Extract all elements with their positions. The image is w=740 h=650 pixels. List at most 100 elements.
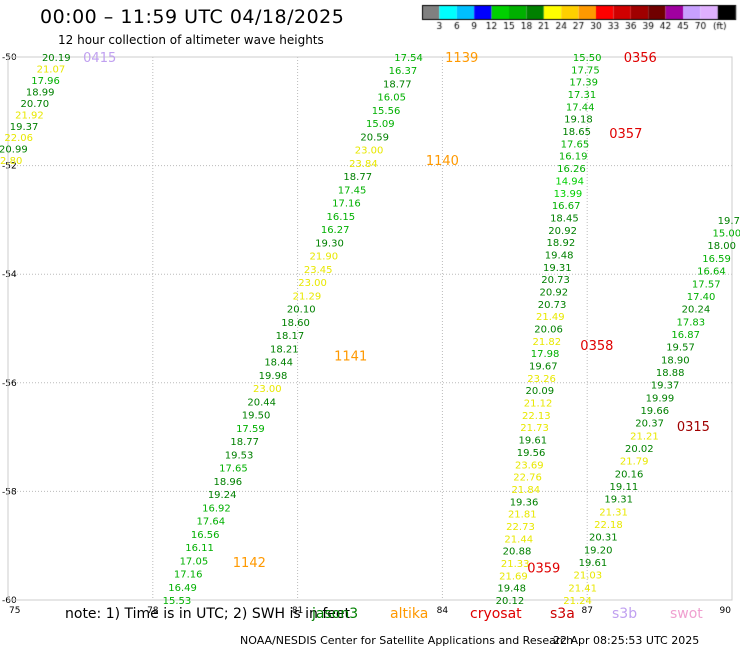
x-tick-label: 81: [292, 606, 303, 616]
wave-height-label: 20.73: [538, 300, 567, 311]
plot-frame: [7, 56, 733, 601]
wave-height-label: 18.77: [383, 79, 412, 90]
wave-height-label: 23.26: [527, 374, 556, 385]
wave-height-label: 21.84: [511, 485, 540, 496]
x-tick-label: 90: [720, 606, 732, 616]
wave-height-label: 17.05: [180, 556, 209, 567]
wave-height-label: 19.61: [579, 558, 608, 569]
wave-height-label: 20.02: [625, 444, 654, 455]
wave-height-label: 15.00: [713, 229, 740, 240]
wave-height-label: 23.69: [515, 460, 544, 471]
wave-height-label: 18.21: [270, 344, 299, 355]
wave-height-label: 17.39: [569, 78, 598, 89]
wave-height-label: 14.94: [555, 176, 584, 187]
wave-height-label: 18.77: [343, 172, 372, 183]
wave-height-label: 21.44: [504, 534, 533, 545]
wave-height-label: 18.90: [661, 355, 690, 366]
wave-height-label: 19.57: [666, 343, 695, 354]
legend-s3a: s3a: [550, 606, 575, 622]
x-tick-label: 75: [9, 606, 20, 616]
wave-height-label: 19.30: [315, 238, 344, 249]
wave-height-label: 15.50: [573, 53, 602, 64]
wave-height-label: 19.24: [208, 490, 237, 501]
wave-height-label: 16.26: [557, 164, 586, 175]
wave-height-label: 20.10: [287, 305, 316, 316]
wave-height-label: 21.29: [293, 291, 322, 302]
wave-height-label: 20.06: [534, 325, 563, 336]
wave-height-label: 19.20: [584, 545, 613, 556]
wave-height-label: 19.36: [510, 497, 539, 508]
wave-height-label: 16.05: [377, 93, 406, 104]
wave-height-label: 21.73: [520, 423, 549, 434]
wave-height-label: 16.87: [671, 330, 700, 341]
wave-height-label: 15.56: [372, 106, 401, 117]
wave-height-label: 17.96: [31, 76, 60, 87]
wave-height-label: 17.44: [566, 102, 595, 113]
wave-height-label: 16.15: [326, 212, 355, 223]
legend-s3b: s3b: [612, 606, 638, 622]
pass-time-label: 0357: [609, 127, 642, 142]
chart-subtitle: 12 hour collection of altimeter wave hei…: [58, 33, 324, 47]
wave-height-label: 16.49: [168, 583, 197, 594]
wave-height-label: 20.70: [20, 99, 49, 110]
wave-height-label: 19.50: [242, 411, 271, 422]
pass-time-label: 0359: [527, 561, 560, 576]
wave-height-label: 17.40: [687, 292, 716, 303]
wave-height-label: 23.00: [355, 146, 384, 157]
wave-height-label: 13.99: [554, 189, 583, 200]
wave-height-label: 22.06: [4, 133, 33, 144]
wave-height-label: 18.60: [281, 318, 310, 329]
wave-height-label: 19.66: [640, 406, 669, 417]
y-tick-label: -52: [2, 162, 17, 172]
x-tick-label: 84: [437, 606, 449, 616]
wave-height-label: 17.54: [394, 53, 423, 64]
wave-height-label: 19.56: [517, 448, 546, 459]
wave-height-label: 21.03: [574, 571, 603, 582]
wave-height-label: 21.31: [599, 507, 628, 518]
wave-height-label: 16.67: [552, 201, 581, 212]
y-tick-label: -56: [2, 379, 17, 389]
legend-swot: swot: [670, 606, 703, 622]
wave-height-label: 19.37: [10, 122, 39, 133]
wave-height-label: 19.67: [529, 362, 558, 373]
wave-height-label: 20.92: [540, 287, 569, 298]
wave-height-label: 21.92: [15, 110, 44, 121]
wave-height-label: 19.31: [604, 495, 633, 506]
pass-time-label: 0358: [580, 339, 613, 354]
pass-time-label: 0315: [677, 420, 710, 435]
wave-height-label: 19.37: [651, 381, 680, 392]
wave-height-label: 20.16: [615, 469, 644, 480]
y-tick-label: -50: [2, 53, 17, 63]
wave-height-label: 16.64: [697, 267, 726, 278]
legend: note: 1) Time is in UTC; 2) SWH is in fe…: [0, 606, 740, 628]
wave-height-label: 17.16: [174, 570, 203, 581]
wave-height-label: 18.45: [550, 213, 579, 224]
y-tick-label: -60: [2, 596, 17, 606]
pass-time-label: 1141: [334, 350, 367, 365]
wave-height-label: 20.59: [360, 132, 389, 143]
wave-height-label: 20.73: [541, 275, 570, 286]
wave-height-label: 22.76: [513, 473, 542, 484]
wave-height-label: 21.82: [533, 337, 562, 348]
wave-height-label: 20.44: [247, 397, 276, 408]
wave-height-label: 15.09: [366, 119, 395, 130]
wave-height-label: 20.99: [0, 145, 28, 156]
wave-height-label: 21.33: [501, 559, 530, 570]
wave-height-label: 19.98: [259, 371, 288, 382]
wave-height-label: 19.70: [718, 216, 740, 227]
wave-height-label: 18.77: [230, 437, 259, 448]
wave-height-label: 18.99: [26, 87, 55, 98]
wave-height-label: 17.59: [236, 424, 265, 435]
wave-height-label: 18.92: [547, 238, 576, 249]
wave-height-label: 20.09: [525, 386, 554, 397]
y-tick-label: -54: [2, 270, 17, 280]
wave-height-label: 17.57: [692, 279, 721, 290]
wave-height-label: 17.64: [197, 517, 226, 528]
wave-height-label: 15.53: [163, 596, 192, 607]
wave-height-label: 19.99: [646, 393, 675, 404]
wave-height-label: 21.81: [508, 510, 537, 521]
wave-height-label: 21.79: [620, 457, 649, 468]
wave-height-label: 23.45: [304, 265, 333, 276]
pass-time-label: 0356: [624, 51, 657, 66]
wave-height-label: 19.31: [543, 263, 572, 274]
